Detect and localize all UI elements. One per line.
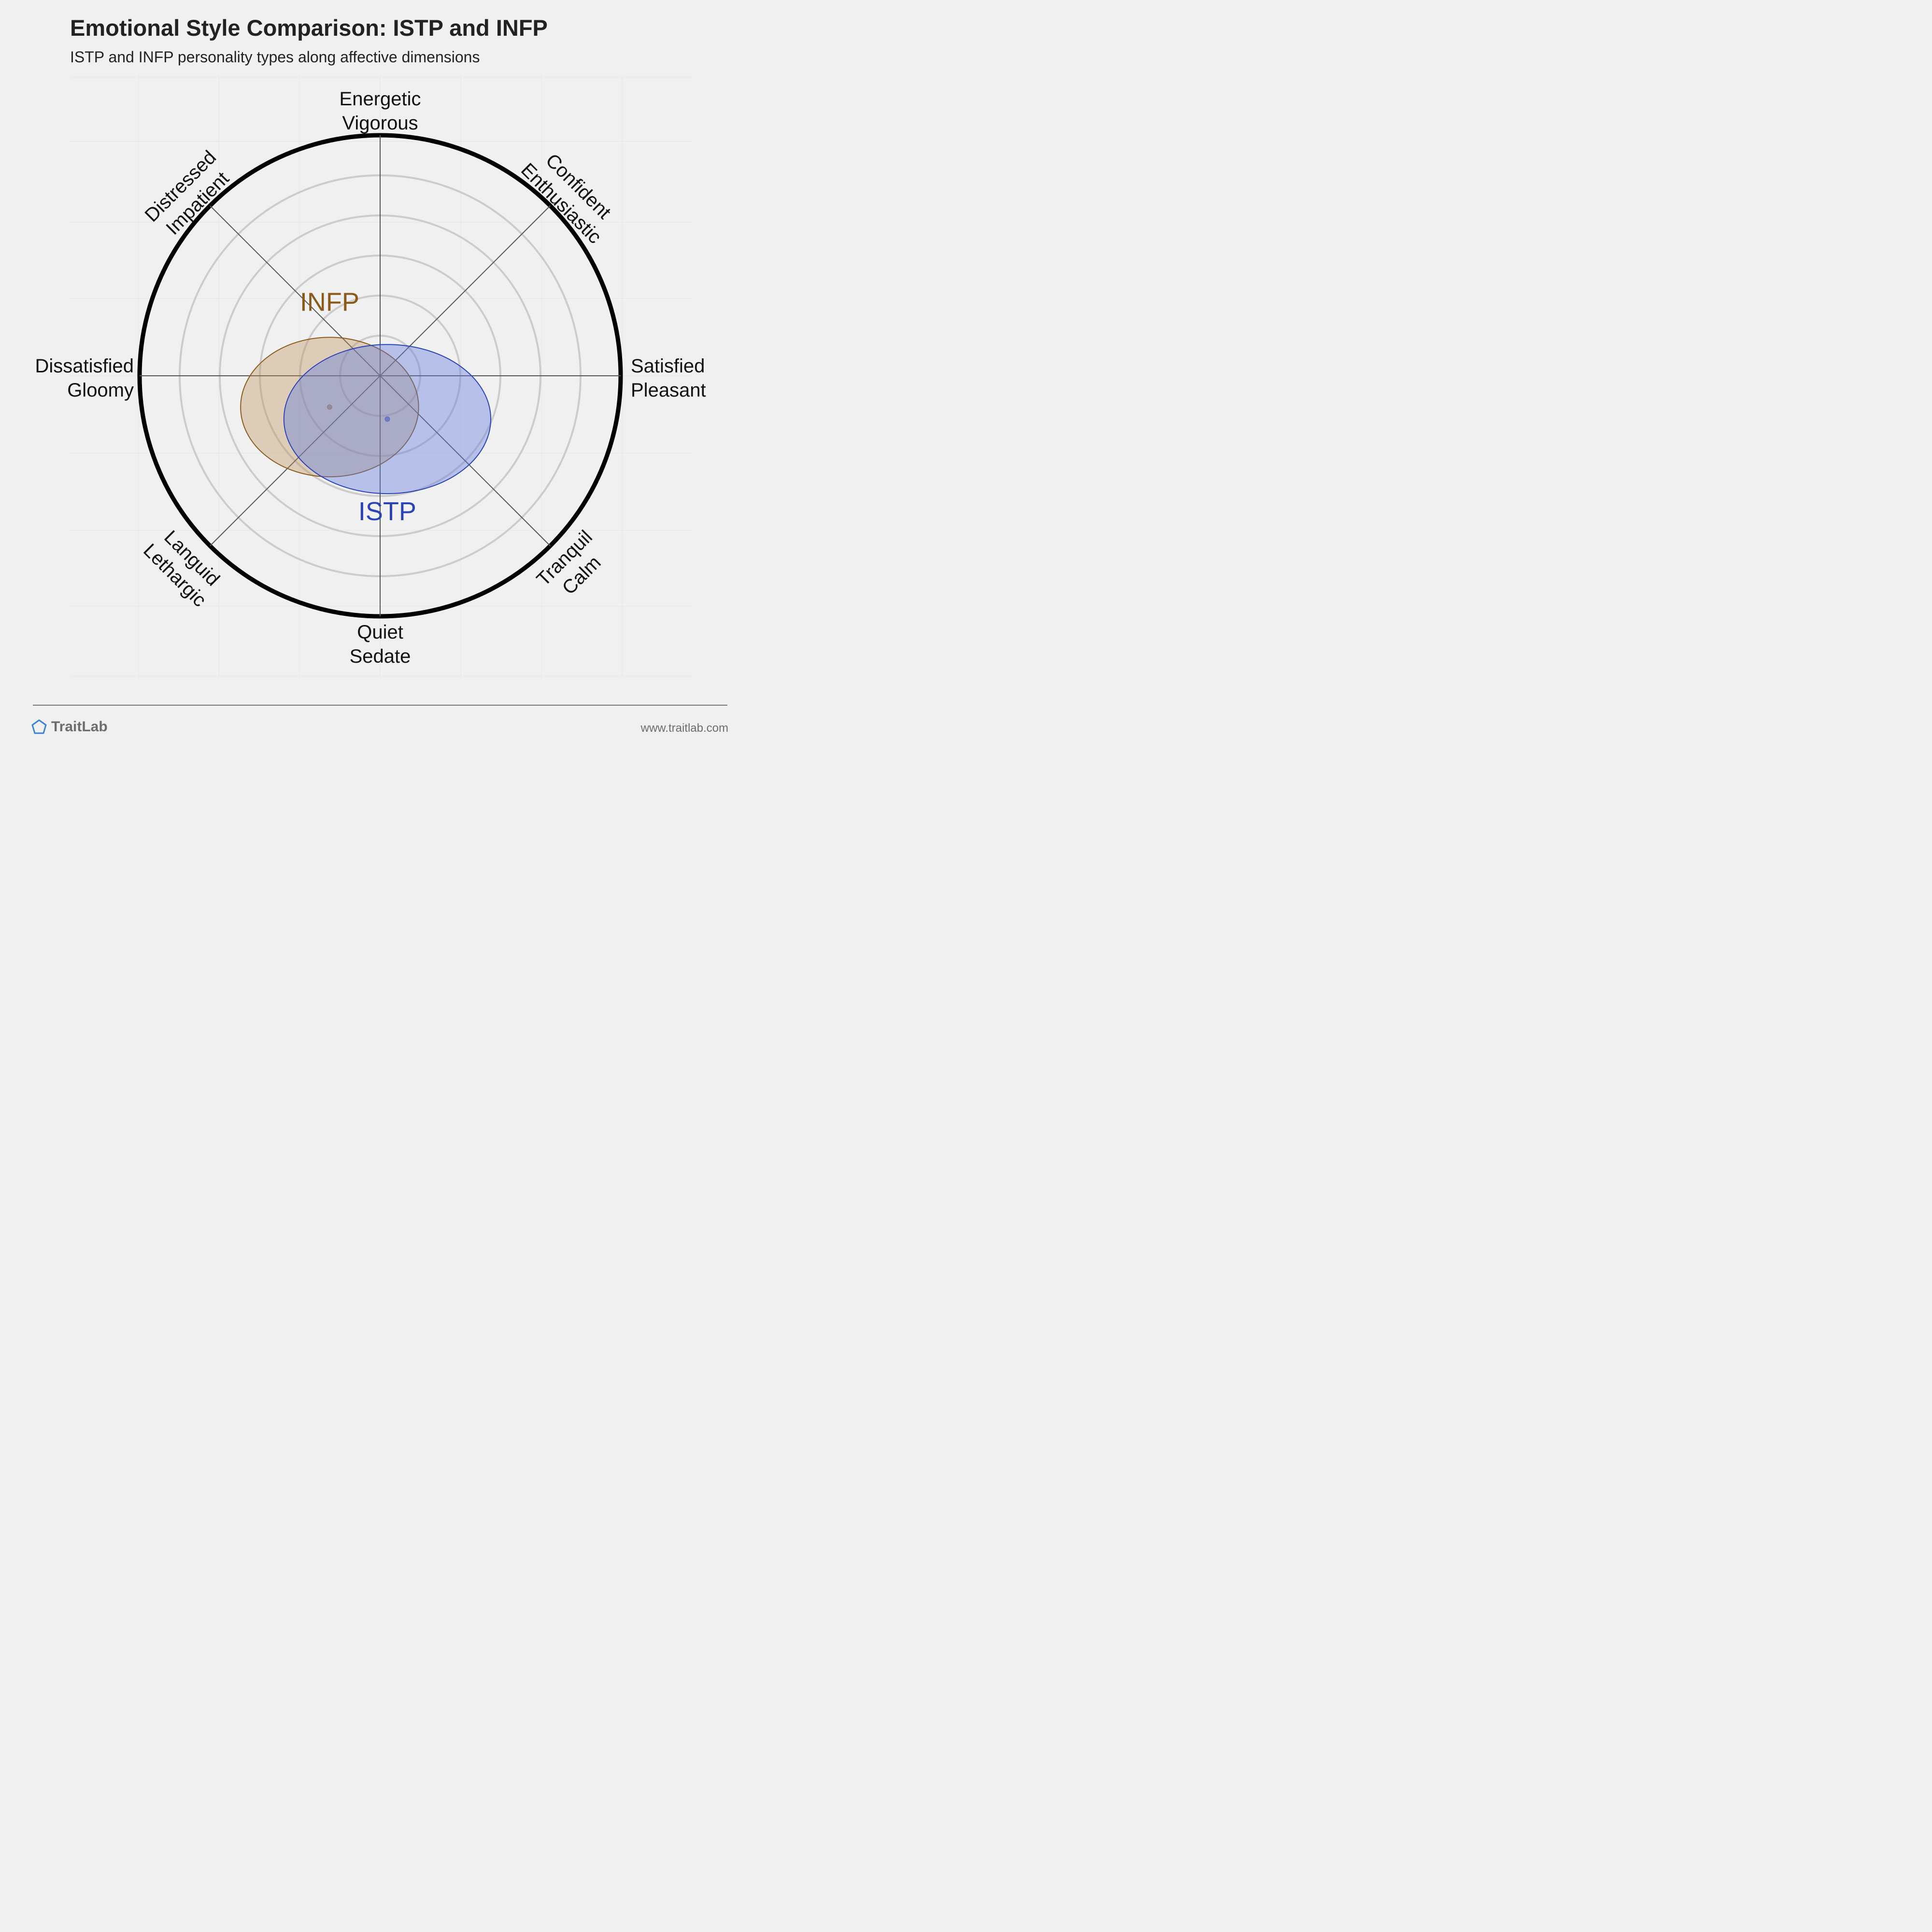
axis-label-line: Satisfied (631, 355, 705, 377)
axis-label: Satisfied Pleasant (631, 355, 706, 401)
axis-label-line: Gloomy (67, 380, 134, 401)
chart-title: Emotional Style Comparison: ISTP and INF… (70, 15, 548, 41)
axis-line (210, 205, 381, 376)
ellipse-istp (283, 344, 492, 495)
axis-label-line: Pleasant (631, 380, 706, 401)
series-label-istp: ISTP (358, 497, 416, 526)
site-url[interactable]: www.traitlab.com (640, 722, 728, 735)
axis-label-line: Vigorous (342, 113, 418, 134)
axis-line (380, 375, 551, 546)
axis-label-line: Dissatisfied (35, 355, 134, 377)
pentagon-icon (31, 719, 47, 734)
axis-line (210, 375, 381, 546)
series-label-infp: INFP (300, 288, 359, 317)
center-point-infp (327, 404, 332, 410)
axis-label-line: Energetic (340, 88, 421, 110)
axis-label-line: Sedate (350, 646, 411, 667)
axis-label: Energetic Vigorous (340, 88, 421, 134)
axis-line (380, 205, 551, 376)
axis-label-line: Quiet (357, 622, 403, 643)
brand-name: TraitLab (51, 719, 108, 735)
center-point-istp (384, 416, 390, 422)
ellipse-infp (240, 337, 419, 478)
emotion-radar-chart: INFP ISTP Energetic Vigorous ConfidentEnthus… (35, 75, 706, 679)
chart-subtitle: ISTP and INFP personality types along af… (70, 48, 480, 66)
axis-label: Quiet Sedate (350, 622, 411, 667)
footer-divider (33, 705, 727, 706)
axis-label: Dissatisfied Gloomy (35, 355, 134, 401)
brand-logo[interactable]: TraitLab (31, 719, 108, 735)
